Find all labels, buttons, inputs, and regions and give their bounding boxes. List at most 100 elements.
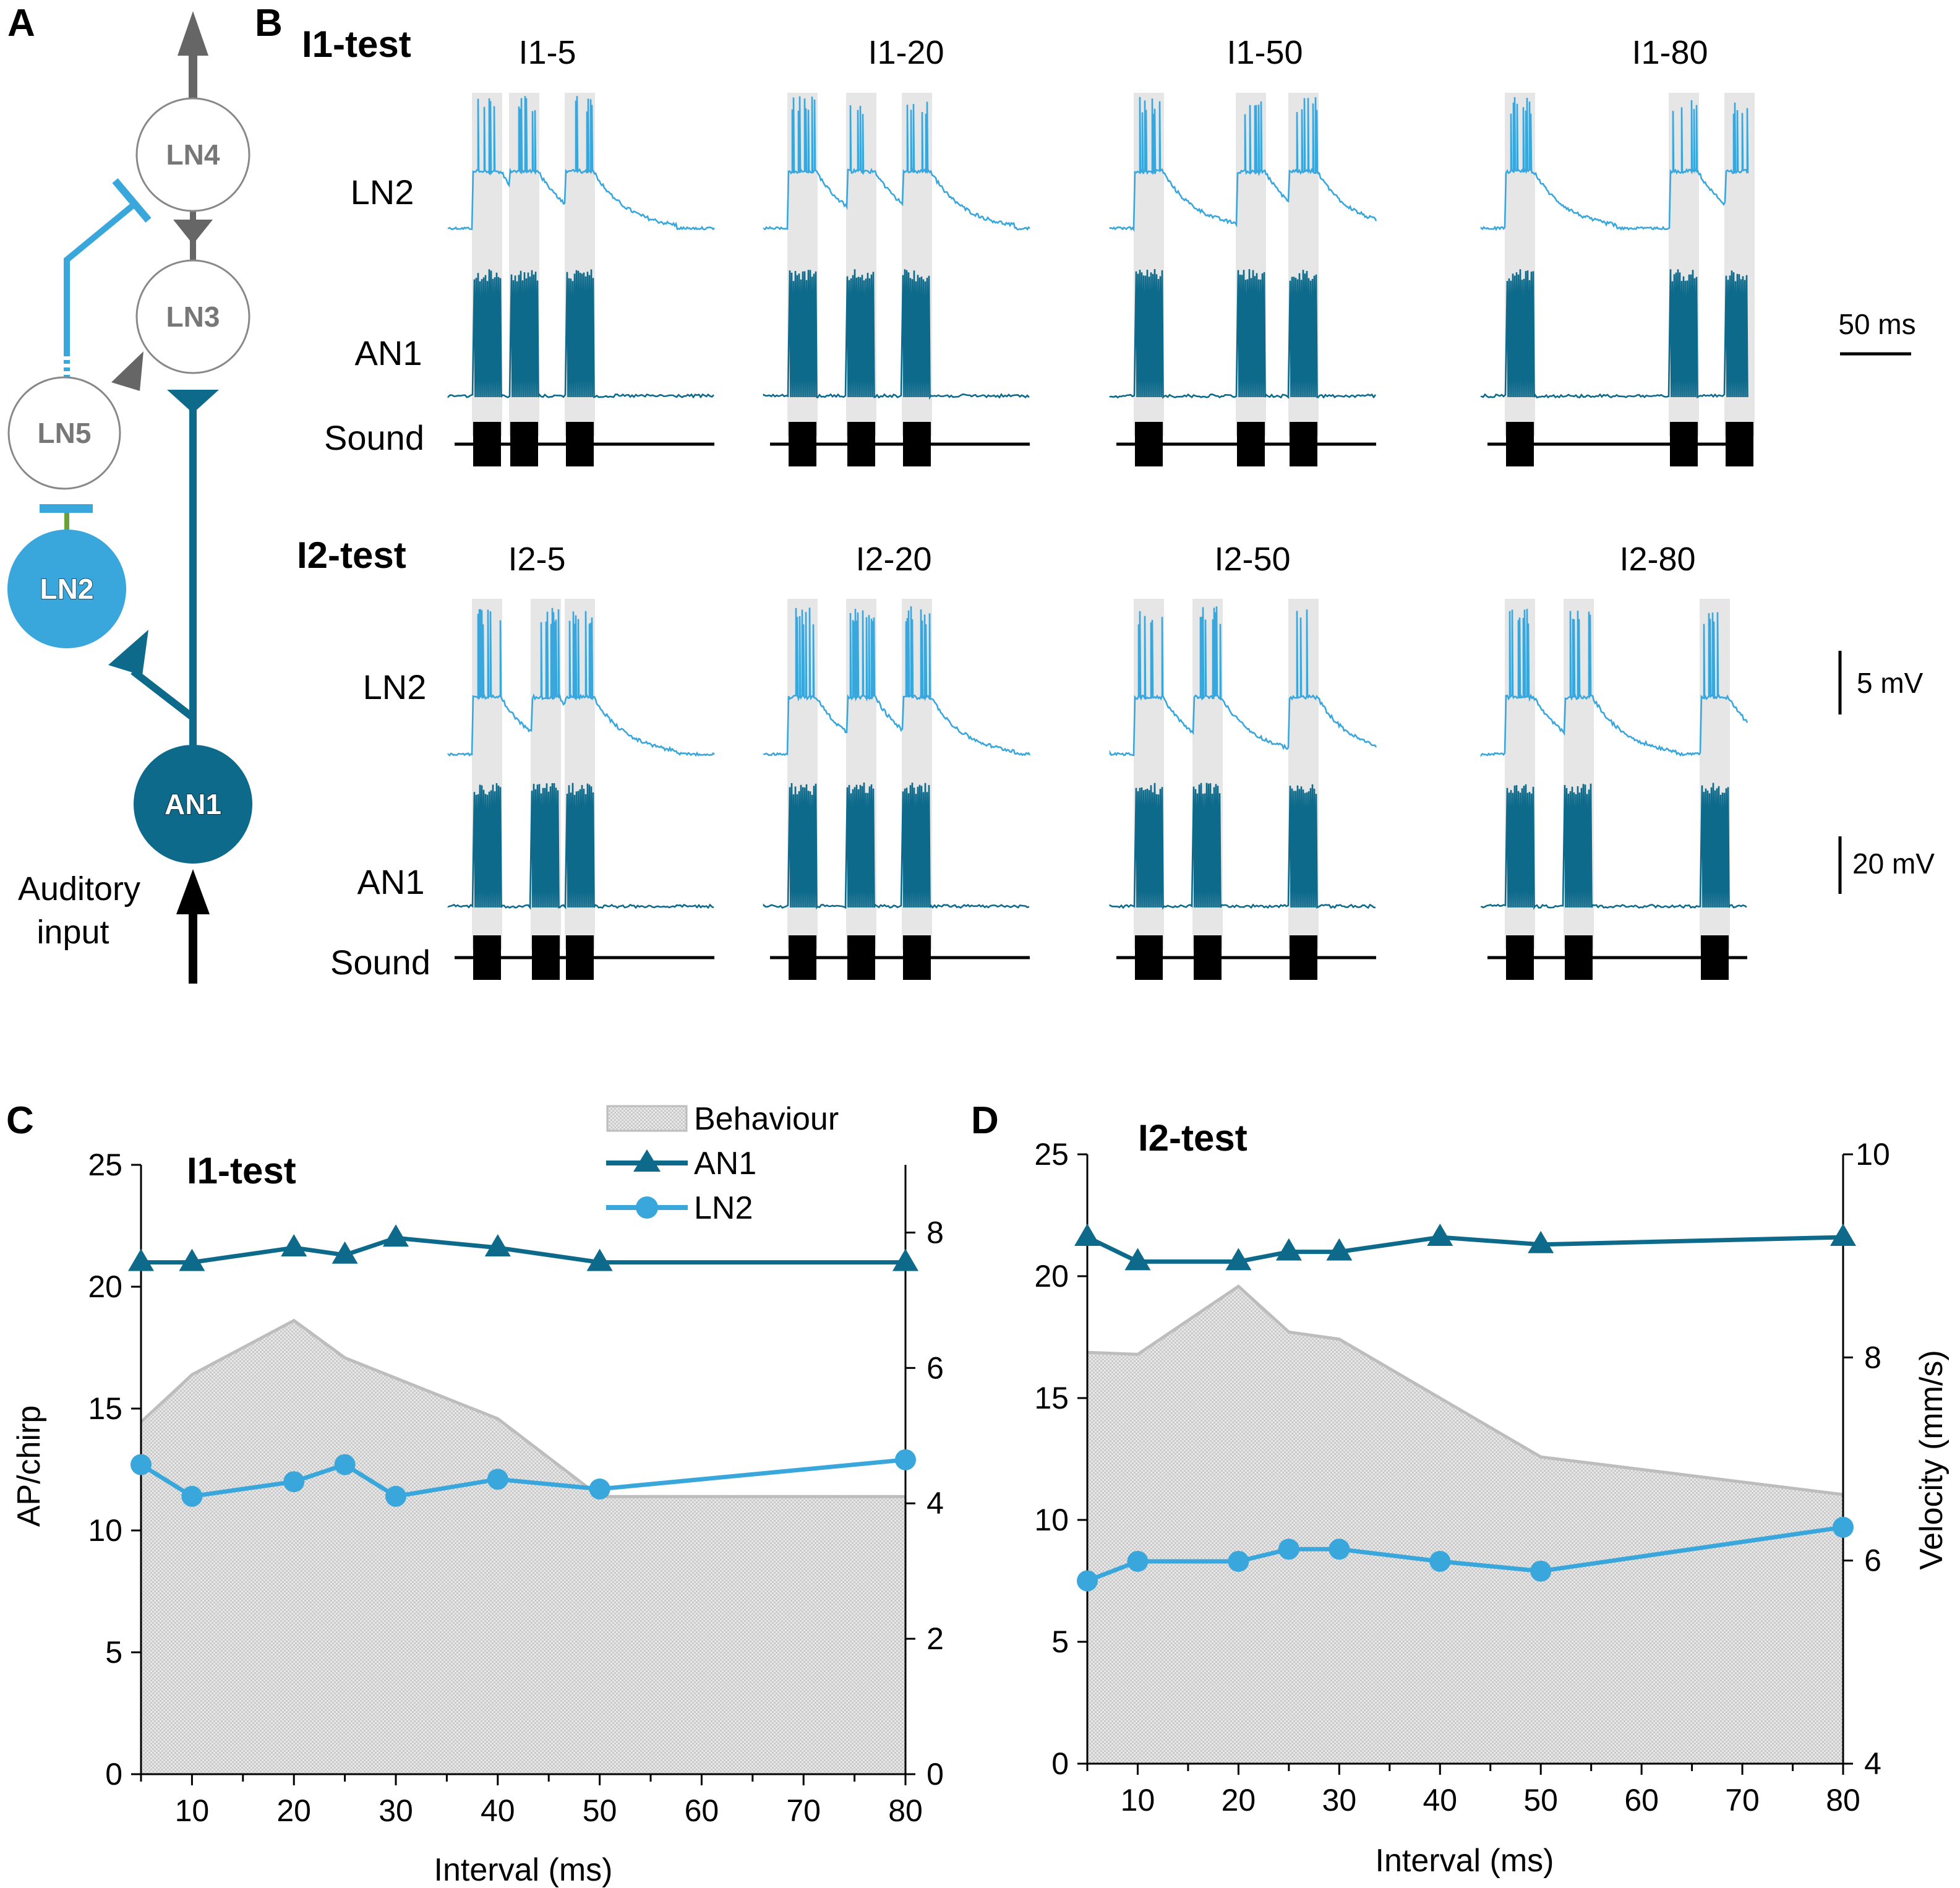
an1-ln2-branch [131,668,195,721]
ln2-trace [447,96,715,231]
an1-point [281,1234,307,1256]
chart-c-xlabel: Interval (ms) [434,1852,613,1888]
y-tick-label: 10 [1034,1503,1069,1537]
an1-trace [447,783,714,910]
chart-d-title: I2-test [1138,1117,1247,1159]
ln4-output-arrowhead-icon [178,11,208,56]
sound-pulse-2 [847,935,875,980]
sound-pulse-3 [1290,422,1317,466]
ln2-point [1278,1538,1299,1560]
trace-label-i1-5: I1-5 [518,34,576,71]
x-tick-label: 10 [1121,1783,1155,1817]
behaviour-area [1087,1286,1843,1764]
sound-pulse-1 [473,422,501,466]
an1-point [128,1248,154,1271]
an1-ln2-synapse-icon [108,630,148,676]
an1-ln3-synapse-icon [167,390,219,413]
sound-pulse-1 [1506,935,1534,980]
y-tick-label: 5 [1051,1624,1069,1659]
legend-ln2-marker [636,1196,658,1219]
panel-label-a: A [7,2,35,45]
node-ln4 [135,97,250,212]
sound-pulse-2 [1565,935,1593,980]
trace-recordings [447,93,1755,980]
chart-d-marks: 10 20 30 40 50 60 70 80 0 5 10 15 20 25 4 6 8 10 [1034,1137,1889,1817]
y2-tick-label: 6 [1864,1543,1881,1578]
x-tick-label: 30 [379,1793,413,1828]
sound-pulse-1 [1506,422,1534,466]
behaviour-outline [1087,1284,1844,1496]
row1-sound-label: Sound [324,418,424,457]
sound-pulse-3 [903,422,931,466]
ln2-line [1086,1525,1844,1583]
behaviour-outline [140,1318,905,1498]
an1-point [1124,1248,1151,1271]
sound-pulse-3 [566,422,594,466]
ln3-ln5-synapse-icon [111,351,143,391]
x-tick-label: 10 [175,1793,210,1828]
sound-pulse-3 [903,935,931,980]
y-tick-label: 20 [88,1269,122,1304]
x-tick-label: 40 [1423,1783,1457,1817]
sound-pulse-2 [847,422,875,466]
ln2-point [1833,1516,1854,1538]
trace-group-row2-col4 [1480,599,1748,980]
trace-group-row1-col1 [447,93,715,466]
ln2-trace [763,606,1031,757]
an1-line [141,1235,905,1265]
ln2-line [140,1457,906,1499]
trace-label-i2-20: I2-20 [855,541,931,578]
an1-trace [763,269,1030,400]
node-ln2 [7,530,126,648]
an1-point [383,1224,409,1247]
ln2-trace [447,607,715,757]
an1-point [1326,1238,1353,1261]
an1-point [332,1241,358,1264]
x-tick-label: 80 [1826,1783,1860,1817]
an1-trace [763,782,1030,909]
panel-label-c: C [6,1099,34,1142]
sound-pulse-3 [1290,935,1317,980]
sound-pulse-2 [1670,422,1698,466]
legend-behaviour-label: Behaviour [694,1101,839,1137]
x-tick-label: 50 [1523,1783,1558,1817]
y2-tick-label: 10 [1855,1137,1890,1172]
trace-group-row1-col4 [1480,93,1755,466]
an1-point [1074,1223,1100,1246]
sound-pulse-1 [789,422,816,466]
y-tick-label: 20 [1034,1259,1069,1294]
ln2-point [131,1454,152,1475]
y-tick-label: 15 [1034,1381,1069,1415]
trace-label-i1-80: I1-80 [1632,34,1708,71]
scale-bar-time-label: 50 ms [1838,308,1915,340]
chart-c: I1-test Interval (ms) AP/chirp Behaviour… [11,1101,944,1888]
trace-label-i2-80: I2-80 [1619,541,1695,578]
sound-pulse-1 [1135,422,1163,466]
row2-sound-label: Sound [330,943,430,982]
an1-point [1427,1223,1453,1246]
x-tick-label: 50 [583,1793,617,1828]
auditory-input-label-line1: Auditory [18,870,140,908]
row2-an1-label: AN1 [357,862,425,901]
node-ln5 [7,376,121,490]
row1-title: I1-test [302,24,411,65]
ln4-ln3-synapse-icon [173,220,213,244]
ln2-trace [763,96,1030,231]
trace-panel: I1-test I2-test LN2 AN1 Sound LN2 AN1 So… [297,24,1935,982]
behaviour-area [141,1320,905,1774]
ln2-point [181,1485,203,1507]
ln2-point [1228,1550,1249,1572]
ln2-point [385,1485,406,1507]
legend-behaviour-swatch [606,1105,688,1132]
y-tick-label: 5 [105,1635,122,1670]
node-an1 [134,745,252,864]
ln2-point [895,1449,916,1470]
x-tick-label: 60 [685,1793,719,1828]
sound-pulse-2 [532,935,560,980]
scale-bar-ln2-label: 5 mV [1857,667,1924,699]
sound-pulse-3 [1701,935,1729,980]
an1-point [1830,1223,1856,1246]
ln2-trace [1109,606,1377,757]
x-tick-label: 70 [1725,1783,1760,1817]
